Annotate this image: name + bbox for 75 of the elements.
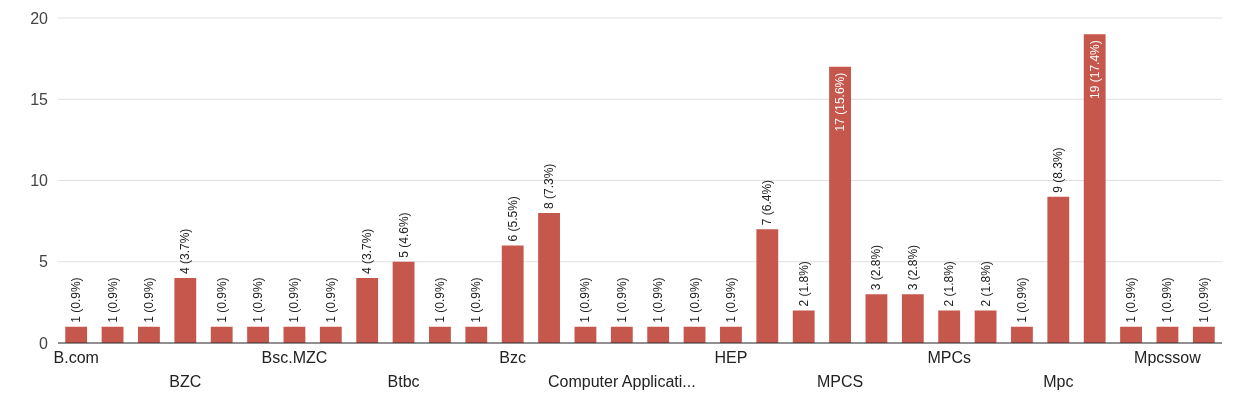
data-label: 2 (1.8%) <box>796 261 811 307</box>
data-label: 7 (6.4%) <box>760 179 775 226</box>
data-label: 19 (17.4%) <box>1087 40 1102 99</box>
data-label: 1 (0.9%) <box>287 277 302 323</box>
data-label: 1 (0.9%) <box>141 277 156 323</box>
bar <box>538 213 560 343</box>
data-label: 1 (0.9%) <box>469 277 484 323</box>
data-label: 1 (0.9%) <box>651 277 666 323</box>
bar <box>429 326 451 343</box>
x-tick-label: MPCS <box>816 373 864 390</box>
bar <box>465 326 488 343</box>
y-tick-label: 0 <box>39 334 49 352</box>
bar <box>756 229 779 343</box>
bar <box>792 310 815 343</box>
bar <box>610 326 633 343</box>
bar <box>1192 326 1215 343</box>
bar <box>319 326 342 343</box>
x-tick-label: Bsc.MZC <box>261 349 328 366</box>
bar <box>829 66 851 343</box>
bar <box>501 245 524 343</box>
data-label: 1 (0.9%) <box>578 277 593 323</box>
data-label: 1 (0.9%) <box>251 277 266 323</box>
bar <box>720 326 742 343</box>
bar <box>865 294 888 343</box>
y-tick-label: 10 <box>30 172 49 190</box>
x-tick-label: HEP <box>714 349 748 366</box>
bar <box>1047 196 1070 343</box>
bar <box>247 326 269 343</box>
y-tick-label: 5 <box>39 253 49 271</box>
x-tick-label: Computer Applicati... <box>548 373 696 390</box>
x-tick-label: Btbc <box>387 373 420 390</box>
data-label: 1 (0.9%) <box>323 277 338 323</box>
data-label: 2 (1.8%) <box>942 261 957 307</box>
data-label: 1 (0.9%) <box>1014 277 1029 323</box>
x-tick-label: Mpc <box>1043 373 1074 390</box>
bar <box>1083 34 1106 343</box>
bar <box>938 310 961 343</box>
bar <box>174 278 197 343</box>
data-label: 3 (2.8%) <box>869 244 884 291</box>
bar <box>647 326 670 343</box>
bar <box>392 261 415 343</box>
data-label: 1 (0.9%) <box>69 277 84 323</box>
data-label: 1 (0.9%) <box>1196 277 1211 323</box>
x-tick-label: B.com <box>53 349 99 366</box>
data-label: 5 (4.6%) <box>396 212 411 258</box>
bar <box>1120 326 1142 343</box>
bar <box>138 326 160 343</box>
x-tick-label: MPCs <box>927 349 971 366</box>
data-label: 1 (0.9%) <box>214 277 229 323</box>
bar <box>210 326 233 343</box>
y-tick-label: 15 <box>30 90 49 108</box>
data-label: 1 (0.9%) <box>105 277 120 323</box>
bar <box>974 310 997 343</box>
data-label: 4 (3.7%) <box>178 228 193 274</box>
data-label: 17 (15.6%) <box>833 72 848 132</box>
data-label: 1 (0.9%) <box>723 277 738 323</box>
data-label: 3 (2.8%) <box>905 244 920 291</box>
data-label: 9 (8.3%) <box>1051 147 1066 193</box>
bar <box>65 326 88 343</box>
data-label: 1 (0.9%) <box>1160 277 1175 323</box>
data-label: 6 (5.5%) <box>505 196 520 242</box>
x-tick-label: BZC <box>169 373 202 390</box>
bar <box>356 278 379 343</box>
y-tick-label: 20 <box>30 9 49 27</box>
bar <box>901 294 924 343</box>
x-tick-label: Mpcssow <box>1134 349 1202 366</box>
data-label: 1 (0.9%) <box>687 277 702 323</box>
data-label: 4 (3.7%) <box>360 228 375 274</box>
data-label: 1 (0.9%) <box>432 277 447 323</box>
bar <box>1011 326 1033 343</box>
data-label: 1 (0.9%) <box>614 277 629 323</box>
data-label: 1 (0.9%) <box>1124 277 1139 323</box>
x-tick-label: Bzc <box>499 349 527 366</box>
data-label: 8 (7.3%) <box>542 163 557 209</box>
data-label: 2 (1.8%) <box>978 261 993 307</box>
